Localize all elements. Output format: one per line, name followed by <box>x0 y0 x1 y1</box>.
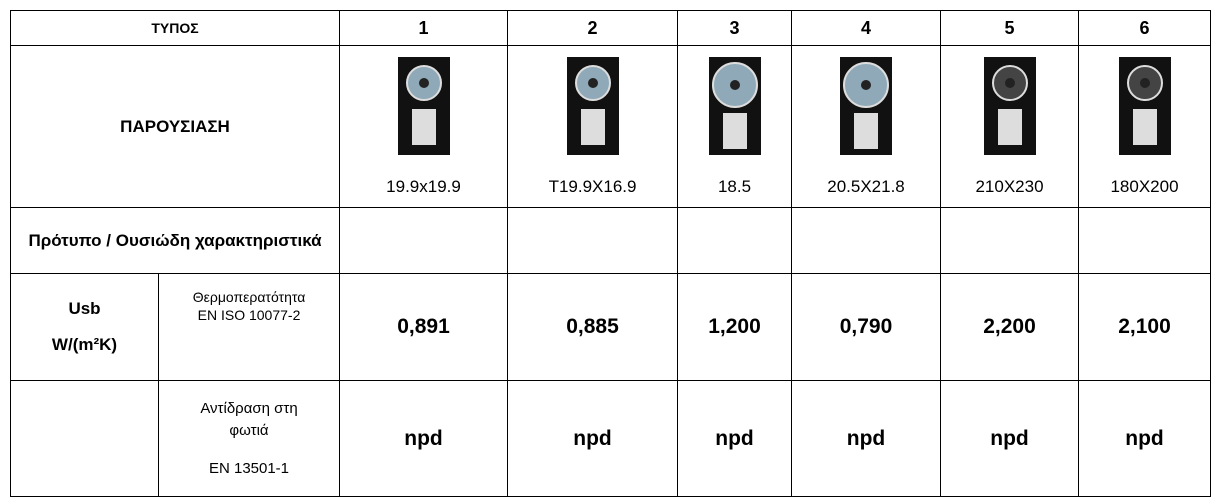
usb-property: Θερμοπερατότητα <box>163 288 335 306</box>
fire-value: npd <box>792 381 941 497</box>
type-number: 3 <box>678 11 792 46</box>
fire-value: npd <box>1079 381 1211 497</box>
fire-value: npd <box>941 381 1079 497</box>
fire-value: npd <box>678 381 792 497</box>
product-image <box>1119 57 1171 155</box>
size-label: 180X200 <box>1083 177 1206 197</box>
product-image <box>398 57 450 155</box>
usb-value: 2,200 <box>941 274 1079 381</box>
empty-cell <box>941 208 1079 274</box>
fire-value: npd <box>508 381 678 497</box>
size-label: 210X230 <box>945 177 1074 197</box>
size-label: T19.9X16.9 <box>512 177 673 197</box>
empty-cell <box>508 208 678 274</box>
product-image <box>984 57 1036 155</box>
fire-standard: EN 13501-1 <box>163 458 335 480</box>
usb-standard: EN ISO 10077-2 <box>163 306 335 324</box>
usb-label-cell: Usb W/(m²K) <box>11 274 159 381</box>
product-image <box>709 57 761 155</box>
usb-value: 0,885 <box>508 274 678 381</box>
presentation-label: ΠΑΡΟΥΣΙΑΣΗ <box>11 46 340 208</box>
size-label: 20.5X21.8 <box>796 177 936 197</box>
size-label: 19.9x19.9 <box>344 177 503 197</box>
empty-cell <box>678 208 792 274</box>
standard-row: Πρότυπο / Ουσιώδη χαρακτηριστικά <box>11 208 1211 274</box>
presentation-cell: T19.9X16.9 <box>508 46 678 208</box>
fire-property: Αντίδραση στη φωτιά <box>194 398 304 442</box>
type-number: 5 <box>941 11 1079 46</box>
usb-unit: W/(m²K) <box>15 332 154 358</box>
product-image <box>567 57 619 155</box>
presentation-cell: 180X200 <box>1079 46 1211 208</box>
presentation-cell: 18.5 <box>678 46 792 208</box>
fire-property-cell: Αντίδραση στη φωτιά EN 13501-1 <box>159 381 340 497</box>
page: {"header": {"label": "ΤΥΠΟΣ", "types": [… <box>0 0 1213 501</box>
product-image <box>840 57 892 155</box>
empty-cell <box>340 208 508 274</box>
usb-value: 2,100 <box>1079 274 1211 381</box>
type-number: 4 <box>792 11 941 46</box>
usb-value: 0,891 <box>340 274 508 381</box>
standard-label: Πρότυπο / Ουσιώδη χαρακτηριστικά <box>11 208 340 274</box>
presentation-row: ΠΑΡΟΥΣΙΑΣΗ 19.9x19.9 T19.9X16.9 18.5 20.5X2… <box>11 46 1211 208</box>
type-number: 6 <box>1079 11 1211 46</box>
empty-cell <box>792 208 941 274</box>
header-label: ΤΥΠΟΣ <box>11 11 340 46</box>
usb-row: Usb W/(m²K) Θερμοπερατότητα EN ISO 10077… <box>11 274 1211 381</box>
empty-cell <box>1079 208 1211 274</box>
size-label: 18.5 <box>682 177 787 197</box>
empty-cell <box>11 381 159 497</box>
usb-value: 0,790 <box>792 274 941 381</box>
type-number: 1 <box>340 11 508 46</box>
presentation-cell: 19.9x19.9 <box>340 46 508 208</box>
usb-label: Usb <box>15 296 154 322</box>
presentation-cell: 210X230 <box>941 46 1079 208</box>
type-number: 2 <box>508 11 678 46</box>
fire-value: npd <box>340 381 508 497</box>
presentation-cell: 20.5X21.8 <box>792 46 941 208</box>
usb-property-cell: Θερμοπερατότητα EN ISO 10077-2 <box>159 274 340 381</box>
usb-value: 1,200 <box>678 274 792 381</box>
